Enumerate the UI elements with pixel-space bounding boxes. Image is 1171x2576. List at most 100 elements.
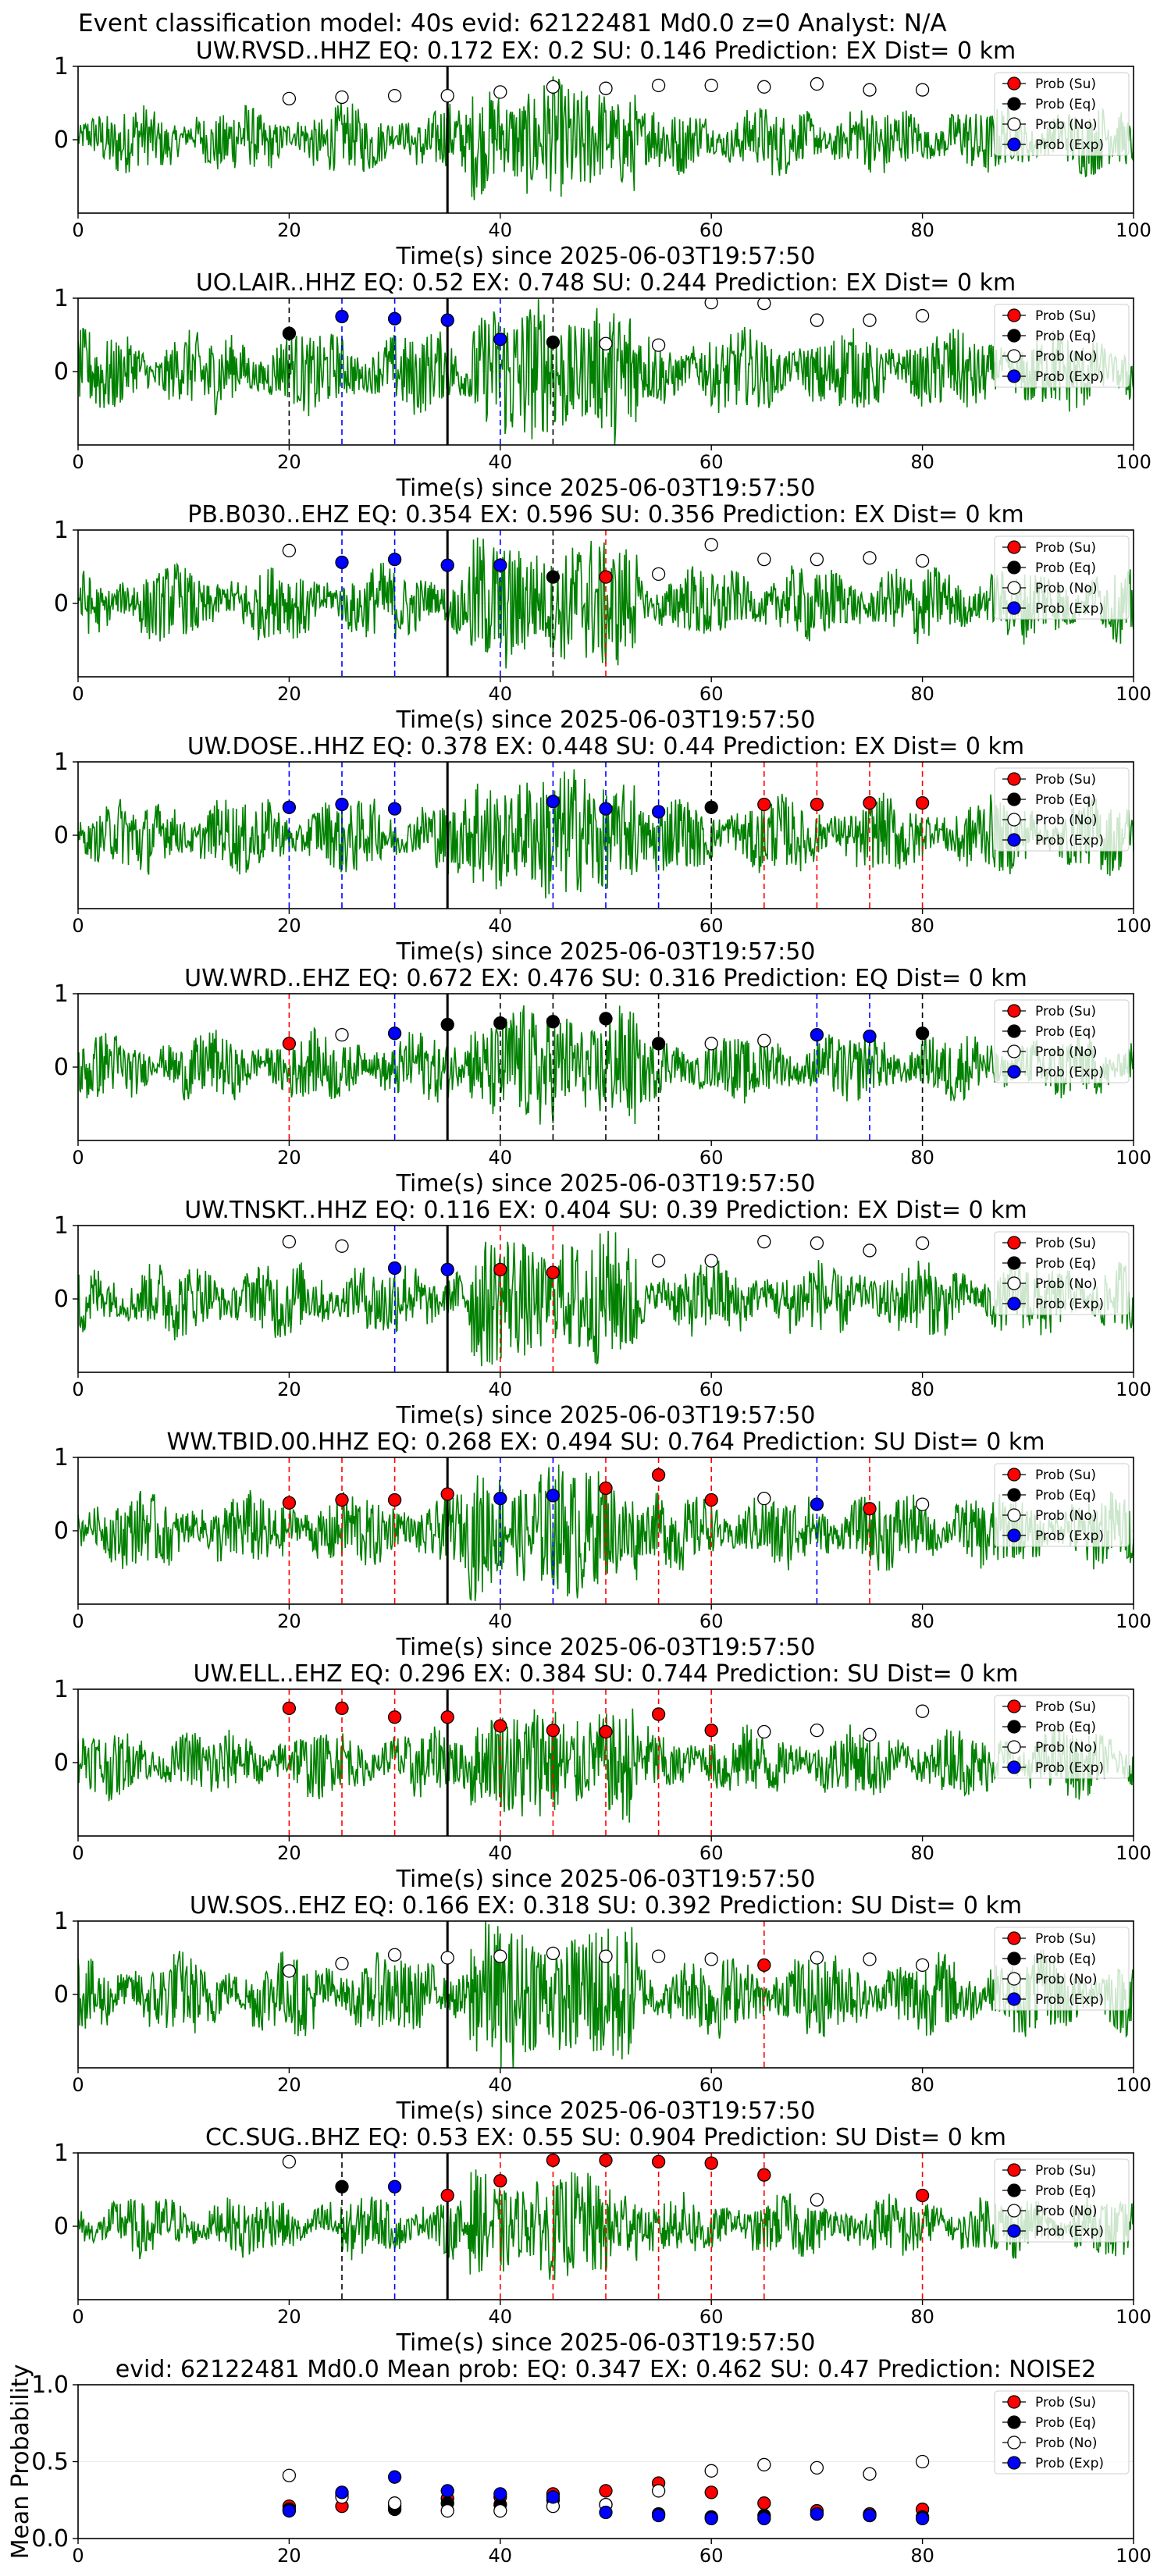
- x-tick-label: 80: [910, 451, 934, 473]
- x-tick-label: 100: [1116, 1610, 1151, 1632]
- prob-marker-su: [704, 1723, 718, 1738]
- legend-label-exp: Prob (Exp): [1035, 2456, 1104, 2471]
- y-tick-label: 1: [54, 517, 69, 544]
- x-axis-label: Time(s) since 2025-06-03T19:57:50: [396, 1170, 816, 1197]
- prob-marker-exp: [651, 805, 666, 819]
- prob-marker-exp: [546, 795, 561, 809]
- prob-marker-no: [915, 1958, 930, 1973]
- x-tick-label: 0: [72, 2074, 84, 2096]
- panel-title: WW.TBID.00.HHZ EQ: 0.268 EX: 0.494 SU: 0…: [167, 1429, 1045, 1456]
- legend-marker-no: [1007, 2435, 1021, 2450]
- mean-prob-marker-su: [599, 2484, 613, 2498]
- legend-marker-su: [1007, 540, 1021, 554]
- prob-marker-no: [757, 80, 771, 94]
- prob-marker-no: [915, 553, 930, 568]
- prob-marker-no: [704, 1254, 718, 1268]
- prob-marker-no: [599, 81, 613, 95]
- x-tick-label: 60: [699, 451, 724, 473]
- prob-marker-su: [599, 1481, 613, 1496]
- y-tick-label: 0: [54, 1749, 69, 1777]
- prob-marker-exp: [493, 1491, 507, 1506]
- x-tick-label: 80: [910, 219, 934, 241]
- y-tick-label: 0: [54, 1054, 69, 1081]
- prob-marker-su: [599, 2153, 613, 2168]
- mean-prob-marker-exp: [704, 2511, 718, 2526]
- waveform-trace: [78, 1230, 1134, 1367]
- x-tick-label: 80: [910, 1610, 934, 1632]
- prob-marker-su: [915, 2188, 930, 2203]
- y-tick-label: 1: [54, 1676, 69, 1703]
- prob-marker-no: [387, 88, 402, 103]
- prob-marker-no: [863, 1244, 877, 1258]
- x-tick-label: 40: [489, 2545, 513, 2567]
- legend-marker-exp: [1007, 137, 1021, 151]
- legend-label-exp: Prob (Exp): [1035, 1760, 1104, 1776]
- prob-marker-eq: [651, 1037, 666, 1051]
- legend-label-eq: Prob (Eq): [1035, 1952, 1096, 1967]
- mean-prob-marker-exp: [493, 2487, 507, 2501]
- x-tick-label: 100: [1116, 1842, 1151, 1864]
- x-tick-label: 80: [910, 2074, 934, 2096]
- prob-marker-eq: [493, 1016, 507, 1030]
- legend-label-exp: Prob (Exp): [1035, 1297, 1104, 1312]
- y-tick-label: 0: [54, 590, 69, 617]
- station-panel-8: UW.ELL..EHZ EQ: 0.296 EX: 0.384 SU: 0.74…: [54, 1660, 1151, 1893]
- y-tick-label: 0: [54, 1981, 69, 2008]
- prob-marker-exp: [440, 313, 454, 327]
- x-tick-label: 60: [699, 1379, 724, 1400]
- prob-marker-no: [915, 1497, 930, 1511]
- x-axis-label: Time(s) since 2025-06-03T19:57:50: [396, 2097, 816, 2125]
- legend-label-eq: Prob (Eq): [1035, 1024, 1096, 1040]
- legend-label-eq: Prob (Eq): [1035, 97, 1096, 112]
- prob-marker-exp: [810, 1497, 824, 1511]
- prob-marker-no: [599, 1949, 613, 1963]
- mean-prob-marker-no: [387, 2496, 402, 2510]
- panel-title: UW.RVSD..HHZ EQ: 0.172 EX: 0.2 SU: 0.146…: [196, 37, 1016, 65]
- x-axis-label: Time(s) since 2025-06-03T19:57:50: [396, 1634, 816, 1661]
- prob-marker-su: [282, 1701, 297, 1716]
- legend-label-exp: Prob (Exp): [1035, 1065, 1104, 1080]
- legend-marker-eq: [1007, 1024, 1021, 1038]
- legend-marker-no: [1007, 117, 1021, 131]
- x-tick-label: 40: [489, 219, 513, 241]
- x-tick-label: 100: [1116, 2545, 1151, 2567]
- x-tick-label: 0: [72, 1610, 84, 1632]
- legend-label-no: Prob (No): [1035, 813, 1098, 828]
- mean-prob-marker-su: [757, 2496, 771, 2510]
- legend-marker-no: [1007, 581, 1021, 595]
- prob-marker-no: [335, 90, 349, 105]
- x-tick-label: 20: [277, 219, 301, 241]
- panel-title: evid: 62122481 Md0.0 Mean prob: EQ: 0.34…: [116, 2356, 1097, 2383]
- prob-marker-su: [599, 1724, 613, 1739]
- x-tick-label: 100: [1116, 1379, 1151, 1400]
- legend-marker-eq: [1007, 2183, 1021, 2197]
- panel-content: [78, 66, 1134, 213]
- x-axis-label: Time(s) since 2025-06-03T19:57:50: [396, 243, 816, 270]
- panel-content: [78, 1921, 1134, 2068]
- x-tick-label: 80: [910, 1842, 934, 1864]
- prob-marker-no: [282, 2154, 297, 2169]
- legend-label-exp: Prob (Exp): [1035, 1992, 1104, 2008]
- prob-marker-no: [863, 313, 877, 327]
- waveform-trace: [78, 1708, 1134, 1823]
- panel-title: UW.DOSE..HHZ EQ: 0.378 EX: 0.448 SU: 0.4…: [187, 733, 1024, 760]
- prob-marker-su: [282, 1496, 297, 1510]
- legend-label-exp: Prob (Exp): [1035, 137, 1104, 153]
- y-tick-label: 1: [54, 980, 69, 1008]
- x-axis-label: Time(s) since 2025-06-03T19:57:50: [396, 938, 816, 966]
- legend-label-eq: Prob (Eq): [1035, 1256, 1096, 1272]
- x-tick-label: 20: [277, 1842, 301, 1864]
- x-tick-label: 20: [277, 2306, 301, 2328]
- mean-prob-marker-exp: [757, 2511, 771, 2526]
- prob-marker-eq: [335, 2179, 349, 2194]
- legend-marker-su: [1007, 1004, 1021, 1018]
- y-tick-label: 0: [54, 822, 69, 849]
- prob-marker-no: [704, 1037, 718, 1051]
- x-tick-label: 40: [489, 1842, 513, 1864]
- legend-box: [994, 999, 1130, 1083]
- x-tick-label: 0: [72, 1842, 84, 1864]
- prob-marker-eq: [282, 326, 297, 340]
- x-tick-label: 40: [489, 2306, 513, 2328]
- legend-marker-exp: [1007, 1297, 1021, 1311]
- prob-marker-exp: [335, 309, 349, 324]
